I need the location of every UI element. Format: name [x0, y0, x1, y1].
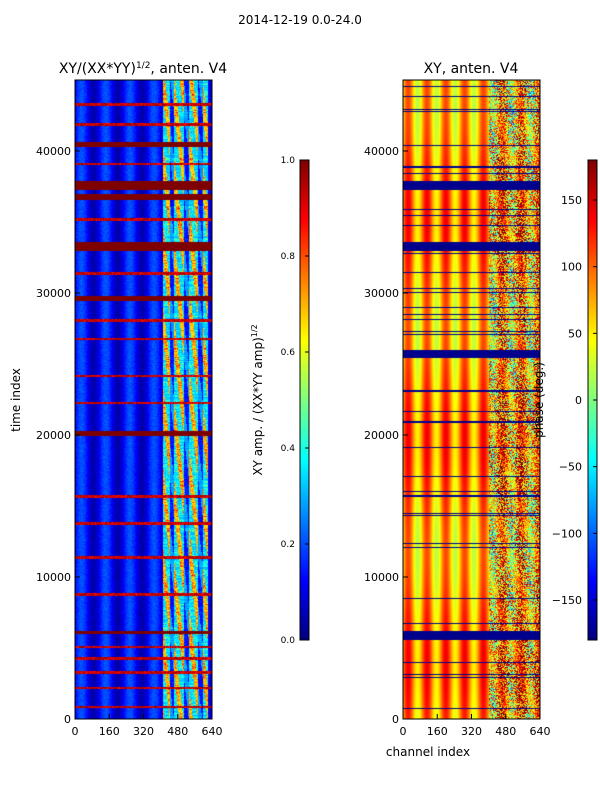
phase-x-axis-label: channel index [386, 745, 470, 759]
phase-x-tick-label: 640 [530, 725, 551, 738]
amplitude-colorbar-label: XY amp. / (XX*YY amp)1/2 [250, 324, 265, 475]
amplitude-colorbar-tick-label: 0.4 [281, 444, 296, 454]
phase-panel: XY, anten. V4 0 160 320 480 640 0 10000 20000 3… [364, 61, 551, 759]
amplitude-y-tick-label: 30000 [36, 287, 71, 300]
amplitude-colorbar-tick-label: 1.0 [281, 156, 296, 166]
phase-x-tick-label: 480 [495, 725, 516, 738]
phase-y-tick-label: 0 [392, 713, 399, 726]
amplitude-y-tick-label: 0 [64, 713, 71, 726]
phase-colorbar-tick-label: 150 [561, 194, 582, 207]
phase-x-ticks: 0 160 320 480 640 [400, 714, 551, 738]
amplitude-colorbar: 0.0 0.2 0.4 0.6 0.8 1.0 XY amp. / (XX*YY amp)… [250, 156, 310, 646]
phase-colorbar-tick-label: −150 [552, 594, 582, 607]
amplitude-panel-title: XY/(XX*YY)1/2, anten. V4 [59, 61, 227, 77]
amplitude-y-ticks: 0 10000 20000 30000 40000 [36, 145, 80, 726]
amplitude-colorbar-ticks: 0.0 0.2 0.4 0.6 0.8 1.0 [281, 156, 309, 646]
amplitude-x-tick-label: 480 [167, 725, 188, 738]
amplitude-colorbar-tick-label: 0.2 [281, 540, 295, 550]
phase-y-tick-label: 20000 [364, 429, 399, 442]
phase-y-tick-label: 30000 [364, 287, 399, 300]
phase-colorbar-tick-label: 0 [575, 394, 582, 407]
phase-colorbar-tick-label: −100 [552, 527, 582, 540]
phase-colorbar-ticks: −150 −100 −50 0 50 100 150 [552, 194, 597, 607]
amplitude-colorbar-tick-label: 0.6 [281, 348, 296, 358]
amplitude-y-tick-label: 20000 [36, 429, 71, 442]
amplitude-y-tick-label: 40000 [36, 145, 71, 158]
phase-x-tick-label: 0 [400, 725, 407, 738]
phase-colorbar-tick-label: 100 [561, 261, 582, 274]
figure-suptitle: 2014-12-19 0.0-24.0 [238, 13, 362, 27]
phase-colorbar-tick-label: 50 [568, 327, 582, 340]
amplitude-panel: XY/(XX*YY)1/2, anten. V4 0 160 320 480 640 0… [9, 61, 227, 738]
phase-x-tick-label: 160 [427, 725, 448, 738]
amplitude-x-tick-label: 320 [133, 725, 154, 738]
amplitude-x-tick-label: 0 [72, 725, 79, 738]
amplitude-colorbar-gradient [299, 159, 310, 641]
amplitude-x-tick-label: 160 [99, 725, 120, 738]
phase-heatmap [403, 80, 540, 719]
phase-colorbar-tick-label: −50 [559, 461, 582, 474]
phase-colorbar-label: phase (deg.) [532, 362, 546, 438]
amplitude-heatmap [75, 80, 212, 719]
phase-panel-title: XY, anten. V4 [424, 61, 519, 77]
phase-y-tick-label: 10000 [364, 571, 399, 584]
amplitude-colorbar-tick-label: 0.8 [281, 252, 296, 262]
amplitude-y-axis-label: time index [9, 368, 23, 432]
amplitude-x-ticks: 0 160 320 480 640 [72, 714, 223, 738]
phase-y-ticks: 0 10000 20000 30000 40000 [364, 145, 408, 726]
amplitude-x-tick-label: 640 [202, 725, 223, 738]
amplitude-y-tick-label: 10000 [36, 571, 71, 584]
phase-colorbar: −150 −100 −50 0 50 100 150 phase (deg.) [532, 159, 598, 641]
phase-x-tick-label: 320 [461, 725, 482, 738]
phase-y-tick-label: 40000 [364, 145, 399, 158]
amplitude-colorbar-tick-label: 0.0 [281, 636, 296, 646]
